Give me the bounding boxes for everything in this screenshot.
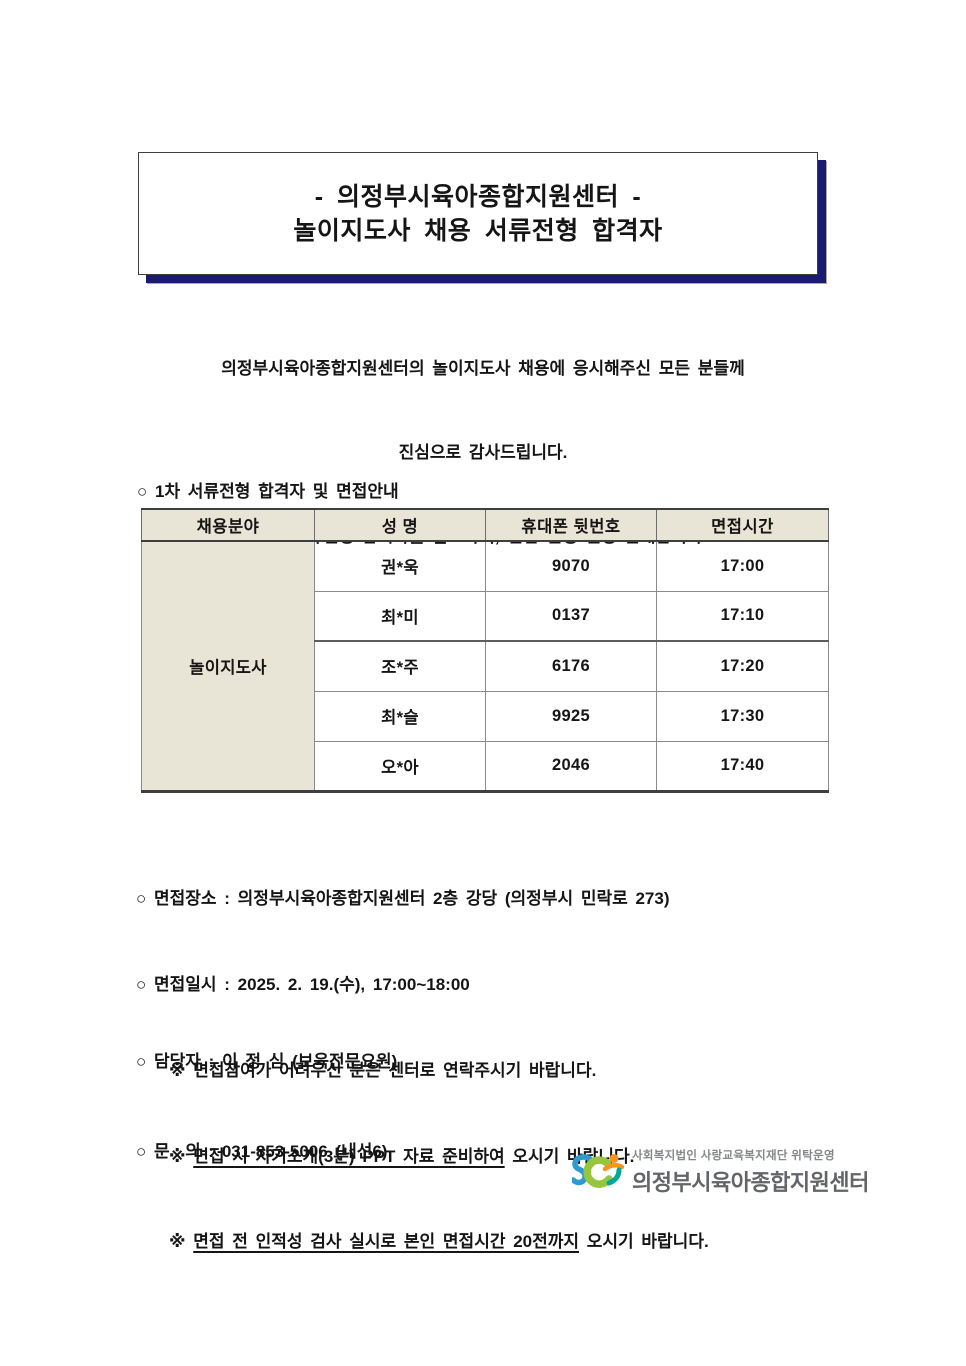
notice-place: ○ 면접장소 : 의정부시육아종합지원센터 2층 강당 (의정부시 민락로 27…	[136, 889, 670, 909]
time-cell: 17:20	[656, 640, 829, 692]
time-cell: 17:10	[656, 590, 829, 642]
notice-ppt: ※ 면접 시 자기소개(3분) PPT 자료 준비하여 오시기 바랍니다.	[136, 1143, 709, 1172]
phone-cell: 2046	[485, 740, 657, 792]
header-name: 성 명	[314, 508, 486, 542]
asterisk-marker: ※	[169, 1232, 194, 1252]
contact-inquiry: ○ 문 의 : 031-853-5006 (내선6)	[136, 1142, 388, 1161]
notice-aptitude: ※ 면접 전 인적성 검사 실시로 본인 면접시간 20전까지 오시기 바랍니다…	[136, 1228, 709, 1257]
header-category: 채용분야	[141, 508, 315, 542]
section-heading: ○ 1차 서류전형 합격자 및 면접안내	[137, 482, 399, 501]
notice-aptitude-underlined: 면접 전 인적성 검사 실시로 본인 면접시간 20전까지	[193, 1232, 580, 1252]
intro-line-2: 진심으로 감사드립니다.	[398, 443, 568, 462]
title-line-1: - 의정부시육아종합지원센터 -	[314, 182, 642, 211]
name-cell: 최*미	[314, 590, 486, 642]
intro-line-1: 의정부시육아종합지원센터의 놀이지도사 채용에 응시해주신 모든 분들께	[221, 359, 745, 378]
logo-text-block: 사회복지법인 사랑교육복지재단 위탁운영 의정부시육아종합지원센터	[632, 1144, 869, 1197]
contact-manager: ○ 담당자 : 이 정 심 (보육전문요원)	[136, 1052, 398, 1071]
logo-tagline: 사회복지법인 사랑교육복지재단 위탁운영	[632, 1150, 835, 1162]
notice-datetime: ○ 면접일시 : 2025. 2. 19.(수), 17:00~18:00	[136, 974, 470, 994]
table-row: 놀이지도사 권*욱 9070 17:00	[141, 540, 829, 792]
header-phone: 휴대폰 뒷번호	[485, 508, 657, 542]
name-cell: 조*주	[314, 640, 486, 692]
time-cell: 17:40	[656, 740, 829, 792]
header-time: 면접시간	[656, 508, 829, 542]
table-header-row: 채용분야 성 명 휴대폰 뒷번호 면접시간	[141, 508, 829, 542]
contact-info: ○ 담당자 : 이 정 심 (보육전문요원) ○ 문 의 : 031-853-5…	[136, 987, 397, 1227]
title-line-2: 놀이지도사 채용 서류전형 합격자	[293, 216, 663, 245]
logo-org-name: 의정부시육아종합지원센터	[632, 1170, 869, 1195]
table-row: 오*아 2046 17:40	[142, 740, 829, 792]
notice-ppt-rest: 오시기 바랍니다.	[504, 1146, 635, 1166]
interview-notices: ○ 면접장소 : 의정부시육아종합지원센터 2층 강당 (의정부시 민락로 27…	[136, 828, 709, 1314]
name-cell: 오*아	[314, 740, 486, 792]
applicants-table: 채용분야 성 명 휴대폰 뒷번호 면접시간 놀이지도사 권*욱 9070 17:…	[141, 508, 829, 793]
phone-cell: 9070	[485, 540, 657, 592]
time-cell: 17:30	[656, 690, 829, 742]
table-row: 최*슬 9925 17:30	[142, 690, 829, 742]
time-cell: 17:00	[656, 540, 829, 592]
asterisk-marker: ※	[169, 1146, 194, 1166]
name-cell: 권*욱	[314, 540, 486, 592]
notice-ppt-underlined: 면접 시 자기소개(3분) PPT 자료 준비하여	[193, 1146, 505, 1166]
table-row: 조*주 6176 17:20	[142, 640, 829, 692]
notice-aptitude-rest: 오시기 바랍니다.	[579, 1232, 709, 1252]
phone-cell: 9925	[485, 690, 657, 742]
notice-contact-center: ※ 면접참여가 어려우신 분은 센터로 연락주시기 바랍니다.	[169, 1060, 597, 1080]
name-cell: 최*슬	[314, 690, 486, 742]
sci-logo-icon	[570, 1152, 626, 1192]
phone-cell: 6176	[485, 640, 657, 692]
footer-logo: 사회복지법인 사랑교육복지재단 위탁운영 의정부시육아종합지원센터	[570, 1144, 869, 1197]
table-row: 최*미 0137 17:10	[142, 590, 829, 642]
title-box: - 의정부시육아종합지원센터 - 놀이지도사 채용 서류전형 합격자	[138, 152, 818, 275]
phone-cell: 0137	[485, 590, 657, 642]
category-cell: 놀이지도사	[141, 540, 315, 792]
